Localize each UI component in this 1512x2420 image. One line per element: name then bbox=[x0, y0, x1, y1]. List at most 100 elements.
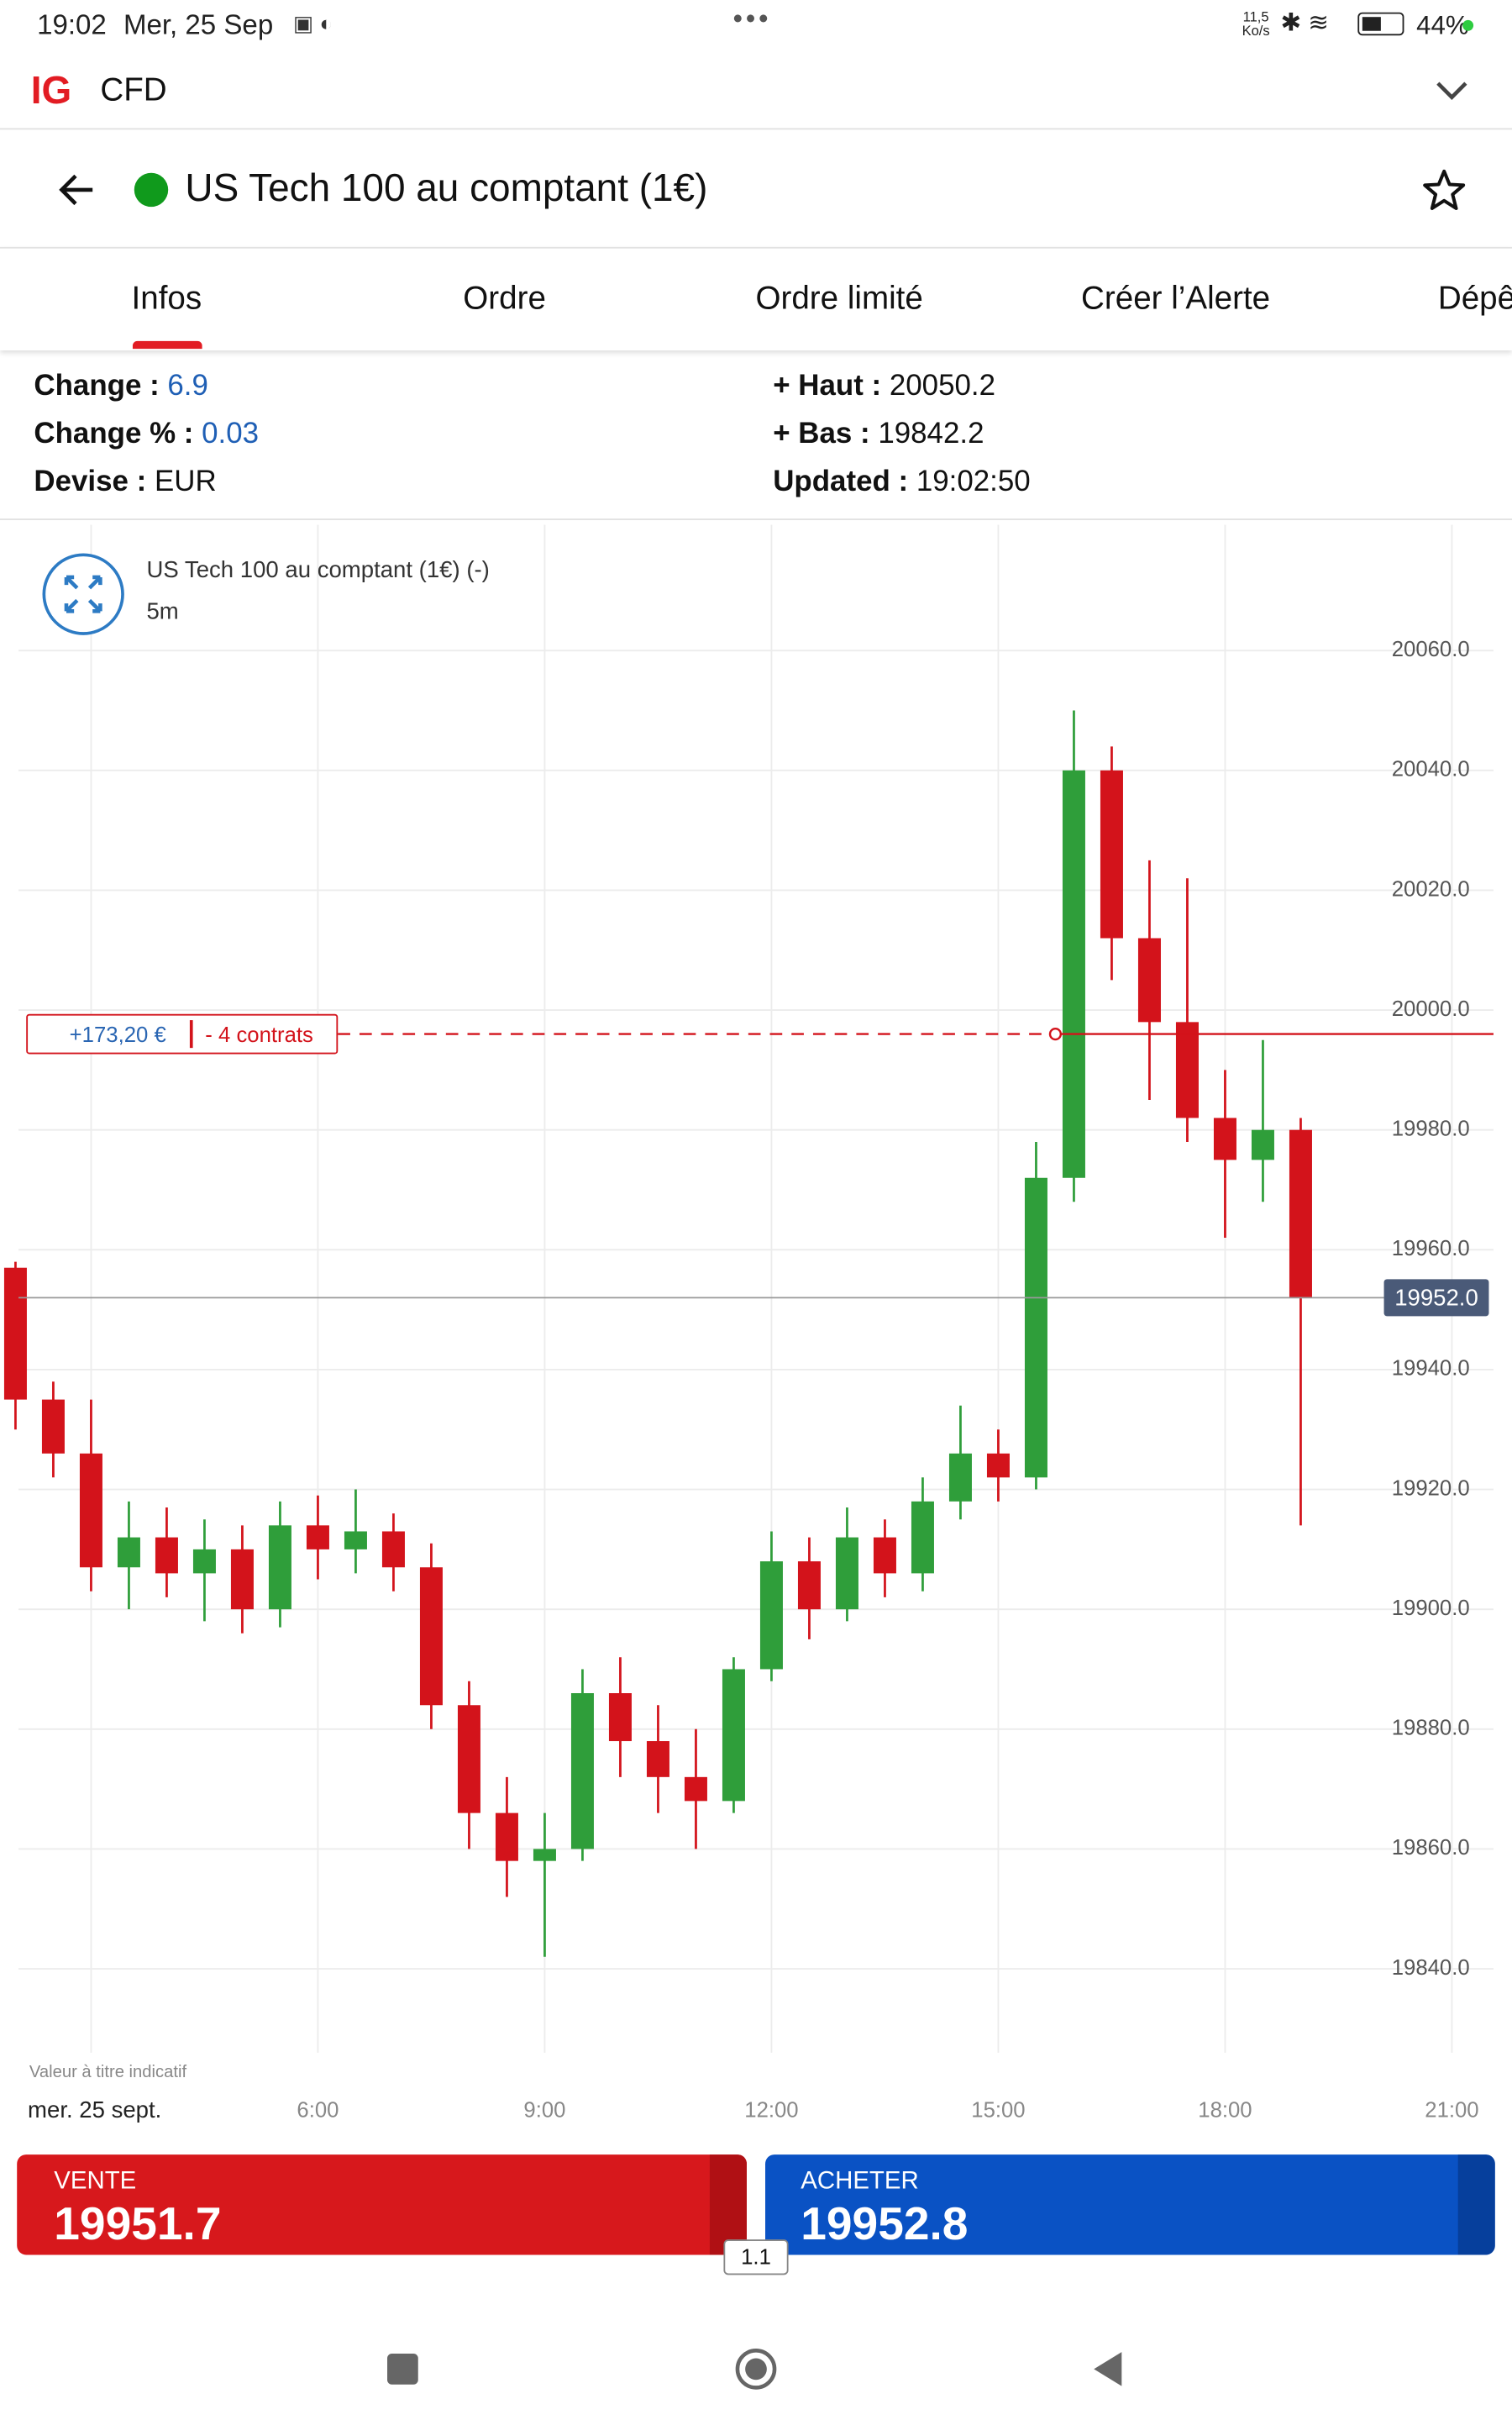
y-tick-label: 19940.0 bbox=[1392, 1357, 1470, 1381]
info-value: 19:02:50 bbox=[916, 466, 1031, 499]
candle-body bbox=[1137, 938, 1161, 1023]
divider bbox=[0, 518, 1512, 520]
app-title: CFD bbox=[100, 72, 167, 108]
candle-body bbox=[419, 1567, 443, 1706]
y-tick-label: 19840.0 bbox=[1392, 1956, 1470, 1980]
candle-body bbox=[1175, 1022, 1199, 1118]
candle-body bbox=[1251, 1129, 1274, 1160]
battery: 44% bbox=[1416, 10, 1469, 40]
candle-body bbox=[608, 1693, 632, 1742]
info-row: Devise : EUR bbox=[34, 466, 216, 500]
logo: IG bbox=[30, 69, 72, 113]
favorite[interactable] bbox=[1422, 168, 1466, 211]
buy-button[interactable]: ACHETER 19952.8 bbox=[765, 2154, 1495, 2255]
candle-body bbox=[3, 1267, 27, 1400]
nav-back[interactable] bbox=[1091, 2350, 1125, 2387]
sell-price: 19951.7 bbox=[54, 2199, 222, 2250]
sell-button[interactable]: VENTE 19951.7 bbox=[17, 2154, 747, 2255]
back[interactable] bbox=[55, 171, 96, 208]
info-label: Change % : bbox=[34, 418, 194, 451]
chart-note: Valeur à titre indicatif bbox=[29, 2063, 187, 2082]
tab[interactable]: Ordre limité bbox=[755, 281, 923, 317]
candle-body bbox=[646, 1741, 669, 1777]
candle-body bbox=[911, 1501, 934, 1574]
y-tick-label: 19980.0 bbox=[1392, 1118, 1470, 1141]
info-label: Devise : bbox=[34, 466, 147, 499]
dot bbox=[1462, 19, 1474, 31]
candle-body bbox=[570, 1693, 594, 1849]
x-tick-label: 18:00 bbox=[1198, 2098, 1252, 2122]
x-tick-label: 21:00 bbox=[1425, 2098, 1478, 2122]
candle-body bbox=[797, 1561, 821, 1610]
status-icons: ▣ ◐ bbox=[292, 10, 333, 36]
info-row: Change % : 0.03 bbox=[34, 418, 259, 452]
position-entry bbox=[1048, 1027, 1063, 1041]
x-tick-label: 12:00 bbox=[744, 2098, 798, 2122]
more-dots: ••• bbox=[732, 3, 772, 34]
y-tick-label: 19960.0 bbox=[1392, 1237, 1470, 1260]
status-time: 19:02 bbox=[37, 9, 107, 40]
info-value: 20050.2 bbox=[889, 370, 996, 403]
candle-body bbox=[155, 1537, 178, 1574]
y-tick-label: 19920.0 bbox=[1392, 1476, 1470, 1500]
position-pnl: +173,20 € bbox=[69, 1021, 166, 1047]
nav-recent[interactable] bbox=[387, 2354, 418, 2385]
expand[interactable] bbox=[42, 553, 125, 636]
battery-icon bbox=[1357, 12, 1404, 36]
candle-body bbox=[948, 1453, 972, 1502]
candle-body bbox=[495, 1812, 518, 1861]
speed: 11,5 bbox=[1242, 9, 1269, 25]
candle-body bbox=[344, 1531, 367, 1549]
market-status bbox=[134, 172, 169, 208]
info-row: + Haut : 20050.2 bbox=[773, 371, 995, 404]
candle-body bbox=[79, 1453, 102, 1568]
candle-body bbox=[1213, 1118, 1236, 1160]
strip bbox=[709, 2154, 747, 2255]
y-tick-label: 20040.0 bbox=[1392, 758, 1470, 781]
y-tick-label: 20060.0 bbox=[1392, 638, 1470, 661]
tab[interactable]: Dépêches bbox=[1437, 281, 1512, 317]
info-row: Updated : 19:02:50 bbox=[773, 466, 1030, 500]
candle-body bbox=[684, 1776, 707, 1802]
position-size: - 4 contrats bbox=[205, 1021, 313, 1047]
divider bbox=[0, 128, 1512, 130]
chevron[interactable] bbox=[1435, 81, 1468, 103]
candle-body bbox=[457, 1705, 480, 1813]
info-label: Updated : bbox=[773, 466, 909, 499]
tab-indicator bbox=[132, 340, 202, 350]
x-tick-label: 15:00 bbox=[971, 2098, 1025, 2122]
position-tag[interactable]: +173,20 € - 4 contrats bbox=[26, 1013, 339, 1055]
candle-body bbox=[306, 1525, 329, 1549]
tab[interactable]: Créer l’Alerte bbox=[1081, 281, 1271, 317]
info-label: Change : bbox=[34, 370, 160, 403]
tab[interactable]: Ordre bbox=[463, 281, 546, 317]
y-tick-label: 19900.0 bbox=[1392, 1597, 1470, 1620]
candle-body bbox=[117, 1537, 140, 1568]
info-label: + Haut : bbox=[773, 370, 882, 403]
candle-body bbox=[986, 1453, 1010, 1478]
candle-body bbox=[1062, 770, 1085, 1178]
info-row: + Bas : 19842.2 bbox=[773, 418, 984, 452]
last-price-label: 19952.0 bbox=[1394, 1284, 1478, 1310]
last-price-box bbox=[1383, 1279, 1489, 1317]
speed-unit: Ko/s bbox=[1242, 23, 1270, 39]
tab[interactable]: Infos bbox=[131, 281, 202, 317]
chart-title: US Tech 100 au comptant (1€) (-) bbox=[146, 557, 490, 584]
x-tick-label: 9:00 bbox=[523, 2098, 565, 2122]
y-tick-label: 20000.0 bbox=[1392, 997, 1470, 1021]
nav-home[interactable] bbox=[734, 2348, 777, 2391]
info-row: Change : 6.9 bbox=[34, 371, 208, 404]
candle-body bbox=[381, 1531, 405, 1568]
candle-body bbox=[1024, 1177, 1047, 1478]
net-speed: 11,5 Ko/s bbox=[1242, 9, 1270, 39]
candle-body bbox=[722, 1669, 745, 1802]
separator bbox=[189, 1020, 192, 1049]
info-value: 0.03 bbox=[202, 418, 260, 451]
instrument-title: US Tech 100 au comptant (1€) bbox=[185, 166, 708, 210]
spread: 1.1 bbox=[723, 2239, 789, 2275]
y-tick-label: 19860.0 bbox=[1392, 1836, 1470, 1860]
candle-body bbox=[1100, 770, 1123, 939]
